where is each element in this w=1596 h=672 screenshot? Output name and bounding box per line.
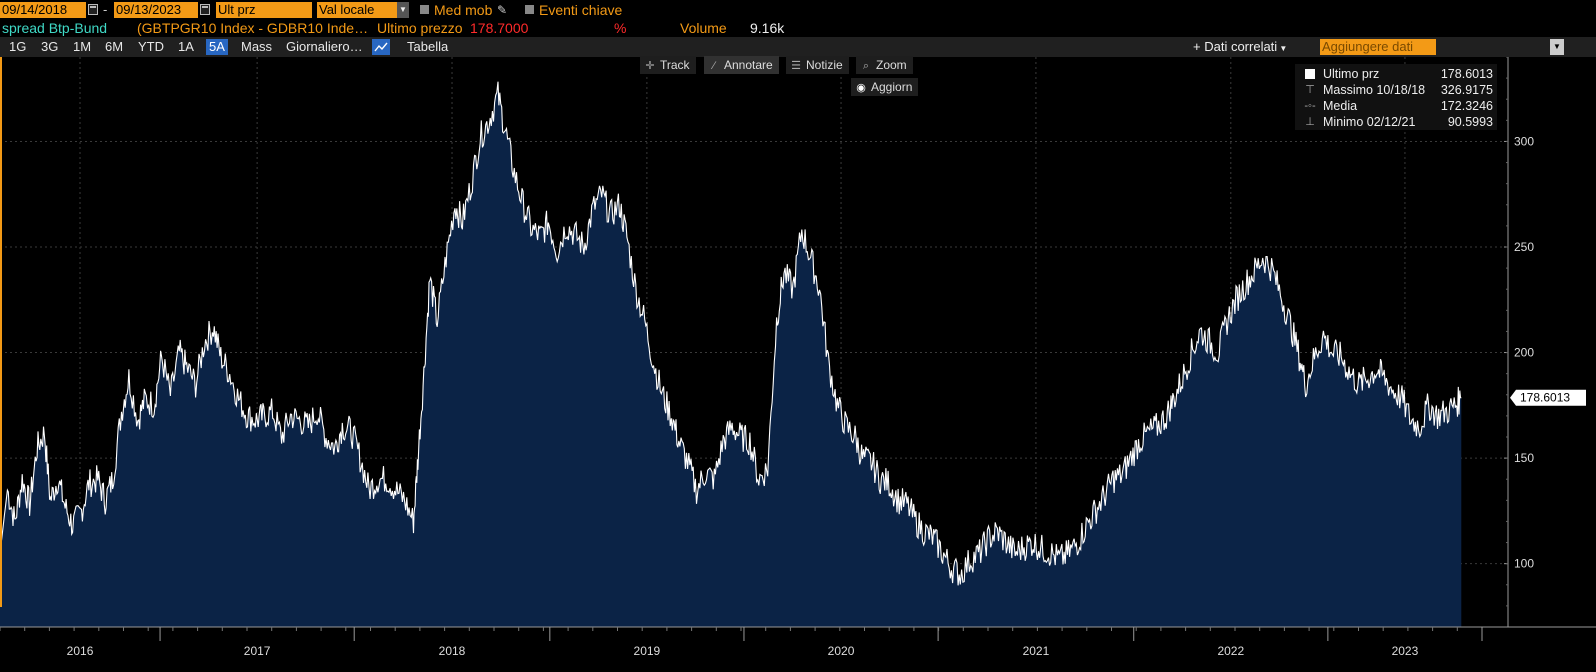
x-tick-label: 2023 (1392, 644, 1419, 658)
x-tick-label: 2021 (1023, 644, 1050, 658)
legend-max[interactable]: ⊤ Massimo 10/18/18 326.9175 (1295, 82, 1497, 98)
table-button[interactable]: Tabella (407, 39, 449, 54)
y-tick-label: 150 (1514, 451, 1534, 465)
security-info: spread Btp-Bund (GBTPGR10 Index - GDBR10… (0, 20, 1596, 37)
calendar-icon[interactable] (88, 4, 98, 15)
crosshair-icon: ✛ (645, 60, 655, 72)
spread-area-chart[interactable]: 100 150 200 250 300 178.6013 2016 2017 2018 2019 2… (0, 57, 1596, 672)
period-5a[interactable]: 5A (206, 39, 228, 55)
news-icon: ☰ (791, 60, 801, 72)
period-6m[interactable]: 6M (105, 39, 124, 54)
chevron-down-icon[interactable]: ▼ (397, 2, 409, 18)
legend-last-label: Ultimo prz (1323, 67, 1380, 81)
pencil-icon: ∕ (713, 60, 715, 72)
x-axis-band (0, 627, 1596, 672)
x-tick-label: 2018 (439, 644, 466, 658)
related-data-label: Dati correlati (1204, 39, 1278, 54)
toolbar: 1G 3G 1M 6M YTD 1A 5A Mass Giornaliero… … (0, 37, 1596, 57)
last-price-value: 178.7000 (470, 20, 529, 36)
moving-average-label: Med mob (434, 2, 493, 18)
percent-sign: % (614, 20, 627, 36)
x-tick-label: 2022 (1217, 644, 1244, 658)
chevron-down-icon[interactable]: ▼ (1550, 39, 1564, 55)
period-3g[interactable]: 3G (41, 39, 59, 54)
frequency-select[interactable]: Giornaliero… (286, 39, 363, 54)
legend-min-value: 90.5993 (1447, 115, 1493, 129)
legend-max-label: Massimo 10/18/18 (1323, 83, 1426, 97)
track-button[interactable]: ✛ Track (640, 56, 696, 74)
field-select[interactable]: Ult prz (216, 2, 312, 18)
square-icon (1303, 66, 1317, 82)
last-price-label: Ultimo prezzo (377, 20, 463, 36)
y-tick-label: 200 (1514, 346, 1534, 360)
period-1a[interactable]: 1A (178, 39, 194, 54)
related-data-menu[interactable]: + Dati correlati ▼ (1193, 39, 1287, 55)
moving-average-checkbox[interactable] (420, 5, 429, 14)
series-area (0, 81, 1462, 627)
legend-min[interactable]: ⊥ Minimo 02/12/21 90.5993 (1295, 114, 1497, 130)
x-tick-label: 2019 (634, 644, 661, 658)
legend-mean-value: 172.3246 (1440, 99, 1493, 113)
legend-max-value: 326.9175 (1440, 83, 1493, 97)
volume-value: 9.16k (750, 20, 785, 36)
track-label: Track (660, 58, 690, 72)
zoom-button[interactable]: ⌕ Zoom (856, 56, 913, 74)
x-tick-label: 2017 (244, 644, 271, 658)
legend-mean[interactable]: -◦- Media 172.3246 (1295, 98, 1497, 114)
key-events-label: Eventi chiave (539, 2, 623, 18)
magnifier-icon: ⌕ (862, 60, 870, 72)
series-line (0, 81, 1462, 586)
y-tick-label: 100 (1514, 557, 1534, 571)
annotate-label: Annotare (724, 58, 773, 72)
y-tick-label: 300 (1514, 134, 1534, 148)
plus-icon: + (1193, 39, 1205, 54)
news-label: Notizie (806, 58, 843, 72)
chart-axes: 100 150 200 250 300 178.6013 2016 2017 2018 2019 2… (0, 57, 1596, 672)
volume-label: Volume (680, 20, 727, 36)
period-1m[interactable]: 1M (73, 39, 92, 54)
line-chart-icon[interactable] (372, 39, 390, 55)
left-edge-marker (0, 57, 2, 607)
refresh-button[interactable]: ◉ Aggiorn (851, 78, 919, 96)
start-date-field[interactable]: 09/14/2018 (0, 2, 86, 18)
x-tick-label: 2016 (67, 644, 94, 658)
mean-marker-icon: -◦- (1304, 100, 1316, 112)
calendar-icon[interactable] (200, 4, 210, 15)
period-max[interactable]: Mass (241, 39, 273, 54)
zoom-label: Zoom (876, 58, 907, 72)
legend-last[interactable]: Ultimo prz 178.6013 (1295, 66, 1497, 82)
legend-mean-label: Media (1323, 99, 1358, 113)
date-separator: - (103, 2, 108, 17)
security-tickers: (GBTPGR10 Index - GDBR10 Inde… (137, 20, 369, 36)
date-range-bar: 09/14/2018 - 09/13/2023 Ult prz Val loca… (0, 0, 1596, 20)
period-ytd[interactable]: YTD (138, 39, 164, 54)
last-value-marker (1510, 389, 1586, 406)
key-events-checkbox[interactable] (525, 5, 534, 14)
refresh-label: Aggiorn (871, 80, 913, 94)
last-value-label: 178.6013 (1520, 391, 1570, 405)
end-date-field[interactable]: 09/13/2023 (114, 2, 198, 18)
max-marker-icon: ⊤ (1305, 84, 1315, 96)
legend-last-value: 178.6013 (1440, 67, 1493, 81)
security-name: spread Btp-Bund (2, 20, 108, 36)
chevron-down-icon: ▼ (1277, 44, 1288, 53)
min-marker-icon: ⊥ (1305, 116, 1315, 128)
period-1g[interactable]: 1G (9, 39, 27, 54)
news-button[interactable]: ☰ Notizie (786, 56, 849, 74)
radio-icon: ◉ (856, 82, 866, 94)
add-data-input[interactable]: Aggiungere dati (1320, 39, 1436, 55)
pencil-icon[interactable]: ✎ (497, 3, 508, 17)
x-tick-label: 2020 (828, 644, 855, 658)
annotate-button[interactable]: ∕ Annotare (704, 56, 779, 74)
chart-legend: Ultimo prz 178.6013 ⊤ Massimo 10/18/18 3… (1295, 64, 1497, 130)
y-tick-label: 250 (1514, 240, 1534, 254)
currency-select[interactable]: Val locale (317, 2, 397, 18)
legend-min-label: Minimo 02/12/21 (1323, 115, 1416, 129)
